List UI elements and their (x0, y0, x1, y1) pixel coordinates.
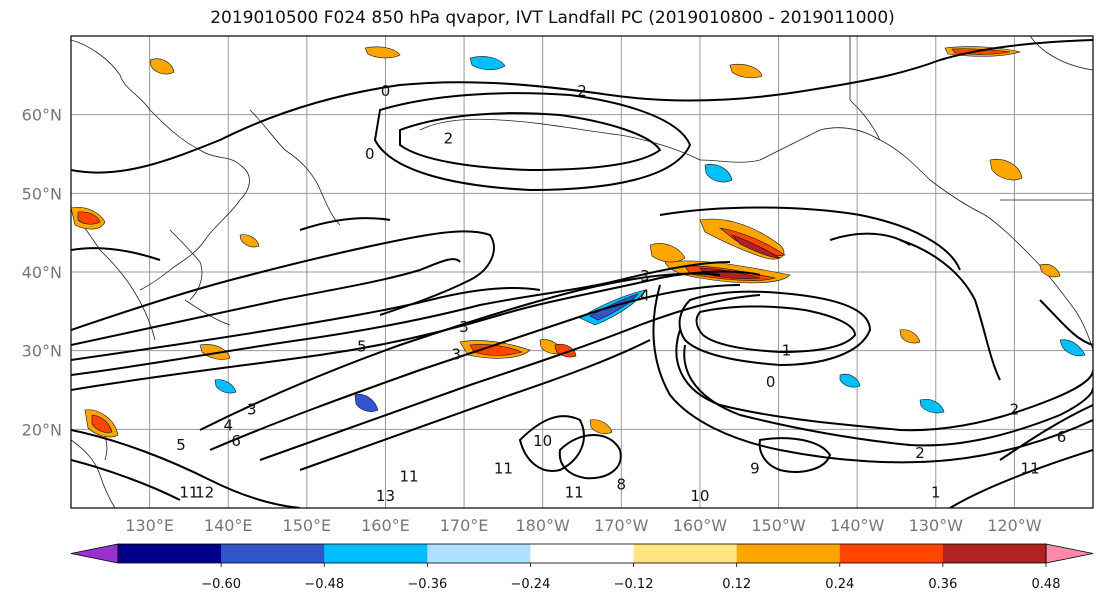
colorbar-tick-label: −0.48 (304, 577, 344, 592)
contour-label: 5 (357, 338, 367, 356)
lon-label: 140°E (204, 516, 253, 535)
colorbar-segment (942, 544, 1047, 563)
lon-label: 170°W (594, 516, 649, 535)
lon-label: 180°W (516, 516, 571, 535)
contour-label: 3 (640, 267, 650, 285)
contour-label: 6 (231, 432, 241, 450)
contour-lines (71, 39, 1093, 508)
contour-label: 0 (381, 82, 391, 100)
colorbar-segment (118, 544, 222, 563)
lon-label: 120°W (987, 516, 1042, 535)
colorbar: −0.60 −0.48 −0.36 −0.24 −0.12 0.12 0.24 0.36 0.4… (70, 543, 1094, 592)
lon-label: 170°E (440, 516, 489, 535)
colorbar-segment (530, 544, 635, 563)
colorbar-tick-label: 0.24 (825, 577, 854, 592)
lat-label: 30°N (22, 342, 62, 361)
contour-label: 2 (1010, 401, 1020, 419)
colorbar-segment (427, 544, 531, 563)
colorbar-extend-low (70, 543, 119, 564)
plot-title: 2019010500 F024 850 hPa qvapor, IVT Land… (210, 8, 895, 28)
contour-label: 5 (176, 436, 186, 454)
lon-label: 130°W (909, 516, 964, 535)
lon-label: 160°W (673, 516, 728, 535)
contour-label: 2 (444, 129, 454, 147)
contour-label: 11 (565, 483, 584, 501)
lon-label: 160°E (361, 516, 410, 535)
lon-label: 140°W (830, 516, 885, 535)
colorbar-segment (633, 544, 738, 563)
contour-label: 0 (365, 145, 375, 163)
contour-label: 11 (179, 483, 198, 501)
contour-label: 2 (915, 444, 925, 462)
contour-label: 12 (195, 483, 214, 501)
contour-label: 2 (577, 82, 587, 100)
contour-label: 3 (247, 401, 257, 419)
contour-label: 4 (223, 416, 233, 434)
lat-label: 60°N (22, 106, 62, 125)
lat-label: 20°N (22, 420, 62, 439)
colorbar-tick-label: 0.12 (722, 577, 751, 592)
colorbar-tick-label: −0.24 (511, 577, 551, 592)
contour-label: 1 (782, 342, 792, 360)
contour-label: 10 (690, 487, 709, 505)
contour-label: 4 (640, 287, 650, 305)
contour-label: 3 (459, 318, 469, 336)
contour-label: 9 (750, 460, 760, 478)
colorbar-tick-label: 0.36 (928, 577, 957, 592)
lon-label: 150°W (751, 516, 806, 535)
lon-label: 150°E (283, 516, 332, 535)
longitude-labels: 130°E 140°E 150°E 160°E 170°E 180°W 170°W 160°W… (125, 516, 1041, 535)
contour-label: 13 (376, 487, 395, 505)
colorbar-segment (736, 544, 841, 563)
map-frame (70, 35, 1094, 509)
lat-label: 50°N (22, 184, 62, 203)
colorbar-extend-high (1045, 543, 1094, 564)
colorbar-tick-label: 0.48 (1032, 577, 1061, 592)
lat-label: 40°N (22, 263, 62, 282)
contour-label: 1 (931, 483, 941, 501)
contour-label: 3 (451, 346, 461, 364)
colorbar-outline (117, 543, 1047, 564)
contour-label: 8 (617, 475, 627, 493)
latitude-labels: 60°N 50°N 40°N 30°N 20°N (22, 106, 62, 440)
colorbar-tick-label: −0.36 (407, 577, 447, 592)
colorbar-tick-label: −0.12 (614, 577, 654, 592)
colorbar-segment (839, 544, 944, 563)
colorbar-segment (324, 544, 428, 563)
contour-label: 6 (1057, 428, 1067, 446)
contour-label: 11 (494, 460, 513, 478)
colorbar-segment (221, 544, 325, 563)
lon-label: 130°E (125, 516, 174, 535)
contour-label: 0 (766, 373, 776, 391)
contour-label: 11 (1021, 460, 1040, 478)
contour-label: 11 (399, 468, 418, 486)
colorbar-tick-label: −0.60 (201, 577, 241, 592)
contour-label: 10 (533, 432, 552, 450)
